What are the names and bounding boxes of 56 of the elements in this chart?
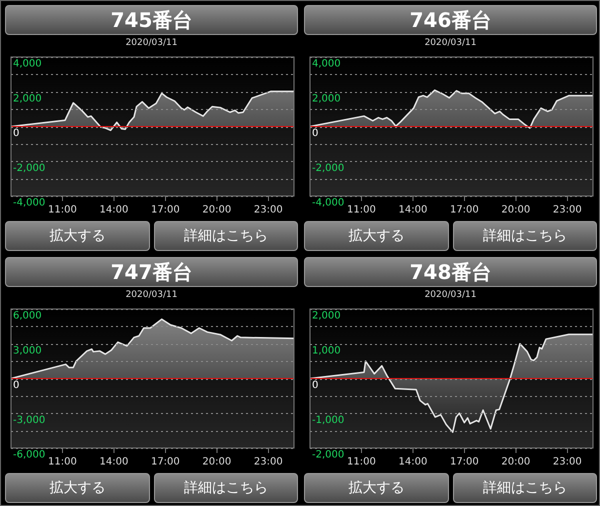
x-tick-label: 11:00	[347, 204, 376, 216]
y-tick-label: 3,000	[13, 345, 42, 356]
x-tick-label: 20:00	[501, 456, 530, 468]
text: 詳細はこちら	[154, 473, 298, 503]
y-tick-label: -1,000	[312, 414, 344, 426]
chart-title: 746番台	[304, 5, 597, 35]
chart-title: 747番台	[5, 257, 298, 287]
y-tick-label: -2,000	[312, 162, 344, 174]
x-tick-label: 14:00	[99, 456, 128, 468]
x-tick-label: 17:00	[150, 456, 180, 468]
x-tick-label: 14:00	[398, 204, 428, 216]
x-tick-label: 17:00	[450, 456, 479, 468]
x-tick-label: 20:00	[501, 204, 530, 216]
y-tick-label: -4,000	[312, 198, 344, 209]
x-tick-label: 11:00	[48, 204, 77, 216]
text: 詳細はこちら	[452, 473, 597, 503]
y-tick-label: 0	[312, 380, 318, 392]
y-tick-label: 4,000	[312, 58, 341, 70]
chart-title: 748番台	[304, 257, 597, 287]
text: 詳細はこちら	[154, 221, 298, 251]
x-tick-label: 20:00	[202, 456, 232, 468]
x-tick-label: 23:00	[254, 204, 283, 216]
x-tick-label: 14:00	[99, 204, 128, 216]
x-tick-label: 23:00	[552, 456, 582, 468]
y-tick-label: -3,000	[13, 414, 46, 426]
y-tick-label: 1,000	[312, 345, 341, 356]
chart-subtitle: 2020/03/11	[424, 37, 478, 49]
y-tick-label: 0	[13, 380, 20, 392]
text: 拡大する	[304, 473, 448, 503]
text: 詳細はこちら	[452, 221, 597, 251]
chart-title: 745番台	[5, 5, 298, 35]
text: 拡大する	[5, 473, 150, 503]
y-tick-label: -4,000	[13, 198, 46, 209]
y-tick-label: 2,000	[312, 93, 341, 104]
x-tick-label: 14:00	[398, 456, 428, 468]
y-tick-label: 6,000	[13, 310, 42, 322]
y-tick-label: -6,000	[13, 450, 46, 461]
x-tick-label: 23:00	[254, 456, 283, 468]
chart-subtitle: 2020/03/11	[424, 289, 478, 301]
x-tick-label: 20:00	[202, 204, 232, 216]
x-tick-label: 17:00	[150, 204, 180, 216]
y-tick-label: -2,000	[312, 450, 344, 461]
y-tick-label: 2,000	[13, 93, 42, 104]
text: 拡大する	[5, 221, 150, 251]
text: 拡大する	[304, 221, 448, 251]
y-tick-label: 2,000	[312, 310, 341, 322]
y-tick-label: 4,000	[13, 58, 42, 70]
y-tick-label: 0	[13, 128, 20, 140]
chart-subtitle: 2020/03/11	[124, 289, 178, 301]
chart-subtitle: 2020/03/11	[124, 37, 178, 49]
x-tick-label: 11:00	[347, 456, 376, 468]
x-tick-label: 17:00	[450, 204, 479, 216]
x-tick-label: 11:00	[48, 456, 77, 468]
y-tick-label: -2,000	[13, 162, 46, 174]
y-tick-label: 0	[312, 128, 318, 140]
x-tick-label: 23:00	[552, 204, 582, 216]
